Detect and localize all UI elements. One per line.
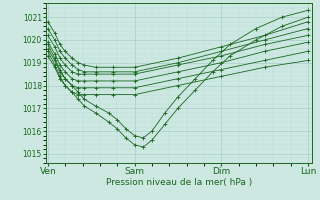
X-axis label: Pression niveau de la mer( hPa ): Pression niveau de la mer( hPa ) [106,178,252,187]
